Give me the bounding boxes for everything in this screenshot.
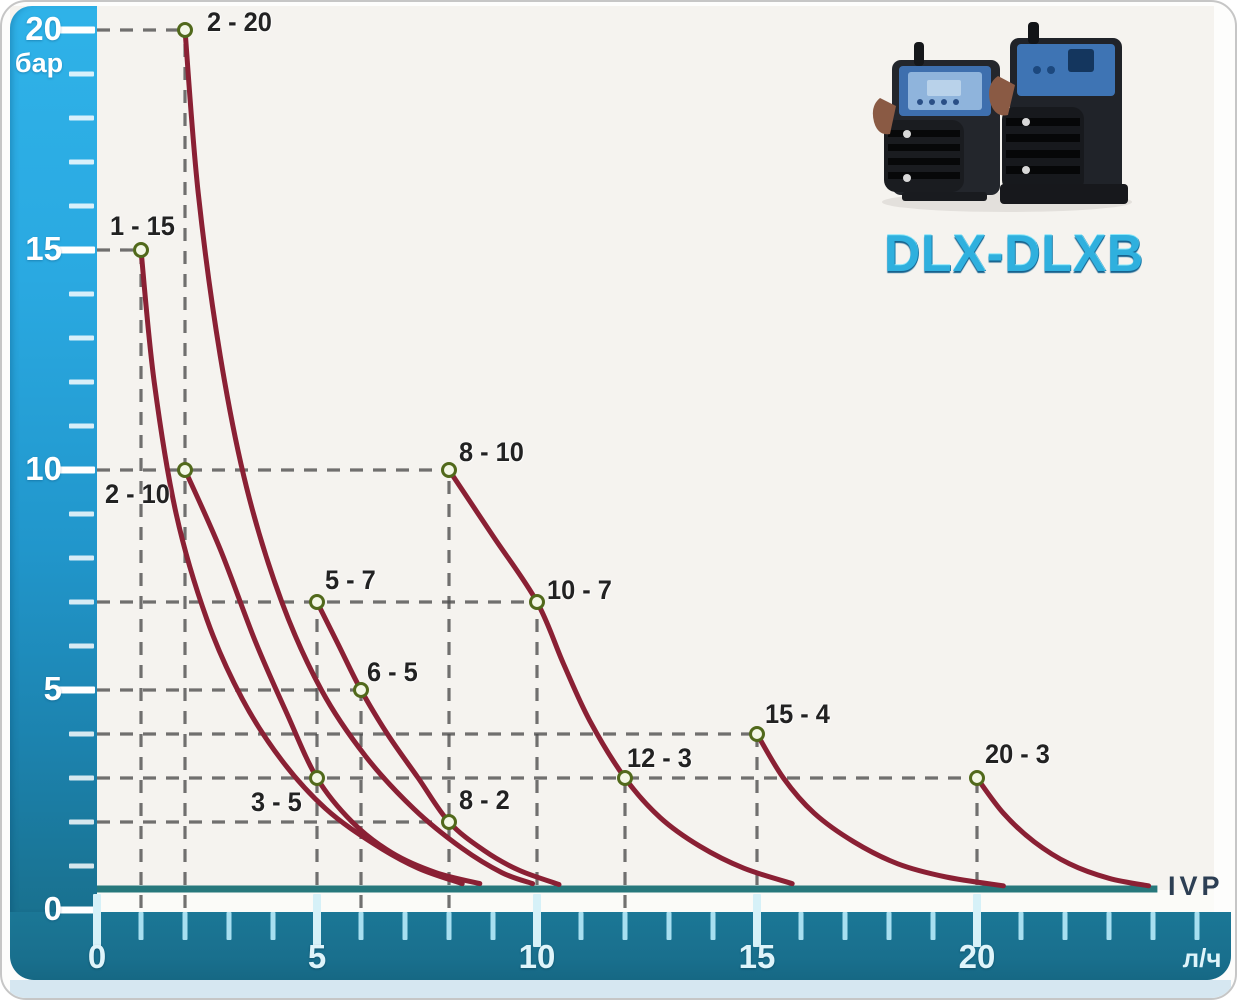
x-axis-minor-tick: [226, 912, 232, 940]
pump-dlx: [872, 42, 1000, 201]
rated-point-marker: [529, 594, 545, 610]
x-axis-minor-tick: [930, 912, 936, 940]
x-axis-minor-tick: [1150, 912, 1156, 940]
x-axis-major-tick: [533, 894, 541, 947]
rated-point-markers: [133, 22, 985, 830]
y-axis-minor-tick: [69, 379, 94, 385]
pump-curve-8-10: [446, 467, 795, 887]
y-axis-minor-tick: [69, 775, 94, 781]
axis-ticks: [57, 26, 1200, 947]
y-axis-minor-tick: [69, 159, 94, 165]
y-axis-major-tick: [57, 26, 95, 34]
rated-point-marker: [441, 462, 457, 478]
y-axis-minor-tick: [69, 599, 94, 605]
x-axis-minor-tick: [446, 912, 452, 940]
rated-point-marker: [133, 242, 149, 258]
rated-point-marker: [617, 770, 633, 786]
x-axis-minor-tick: [622, 912, 628, 940]
y-axis-band: [10, 6, 97, 912]
x-axis-minor-tick: [358, 912, 364, 940]
x-axis-major-tick: [973, 894, 981, 947]
pump-curve-2-20: [182, 27, 536, 887]
y-axis-minor-tick: [69, 203, 94, 209]
pump-curve-5-7: [314, 599, 562, 887]
x-axis-minor-tick: [402, 912, 408, 940]
pump-curve-1-15: [138, 247, 465, 887]
y-axis-major-tick: [57, 246, 95, 254]
x-axis-minor-tick: [490, 912, 496, 940]
pump-curve-15-4: [754, 731, 1006, 889]
x-axis-minor-tick: [138, 912, 144, 940]
y-axis-minor-tick: [69, 731, 94, 737]
x-axis-major-tick: [313, 894, 321, 947]
x-axis-minor-tick: [666, 912, 672, 940]
y-axis-minor-tick: [69, 819, 94, 825]
pump-curve-2-10: [182, 467, 483, 887]
rated-point-marker: [749, 726, 765, 742]
dashed-gridlines: [97, 28, 979, 908]
bottom-edge-strip: [10, 980, 1231, 998]
x-axis-minor-tick: [1018, 912, 1024, 940]
y-axis-minor-tick: [69, 291, 94, 297]
x-axis-minor-tick: [1106, 912, 1112, 940]
x-axis-minor-tick: [886, 912, 892, 940]
rated-point-marker: [177, 462, 193, 478]
rated-point-marker: [969, 770, 985, 786]
x-axis-minor-tick: [270, 912, 276, 940]
x-axis-minor-tick: [710, 912, 716, 940]
rated-point-marker: [309, 770, 325, 786]
x-axis-minor-tick: [182, 912, 188, 940]
y-axis-minor-tick: [69, 555, 94, 561]
axis-gap-strip: [97, 890, 1214, 912]
y-axis-minor-tick: [69, 335, 94, 341]
y-axis-minor-tick: [69, 863, 94, 869]
y-axis-major-tick: [57, 906, 95, 914]
pump-illustration: [872, 22, 1132, 212]
y-axis-minor-tick: [69, 423, 94, 429]
pump-dlxb: [989, 22, 1128, 204]
x-axis-minor-tick: [1194, 912, 1200, 940]
x-axis-minor-tick: [1062, 912, 1068, 940]
pump-curves: [138, 27, 1152, 889]
y-axis-minor-tick: [69, 511, 94, 517]
rated-point-marker: [353, 682, 369, 698]
rated-point-marker: [441, 814, 457, 830]
y-axis-minor-tick: [69, 643, 94, 649]
y-axis-minor-tick: [69, 115, 94, 121]
x-axis-minor-tick: [798, 912, 804, 940]
rated-point-marker: [309, 594, 325, 610]
y-axis-minor-tick: [69, 71, 94, 77]
rated-point-marker: [177, 22, 193, 38]
x-axis-band: [10, 912, 1231, 980]
pump-curve-20-3: [974, 775, 1152, 889]
x-axis-major-tick: [753, 894, 761, 947]
x-axis-major-tick: [93, 894, 101, 947]
y-axis-major-tick: [57, 686, 95, 694]
x-axis-minor-tick: [578, 912, 584, 940]
x-axis-minor-tick: [842, 912, 848, 940]
y-axis-major-tick: [57, 466, 95, 474]
